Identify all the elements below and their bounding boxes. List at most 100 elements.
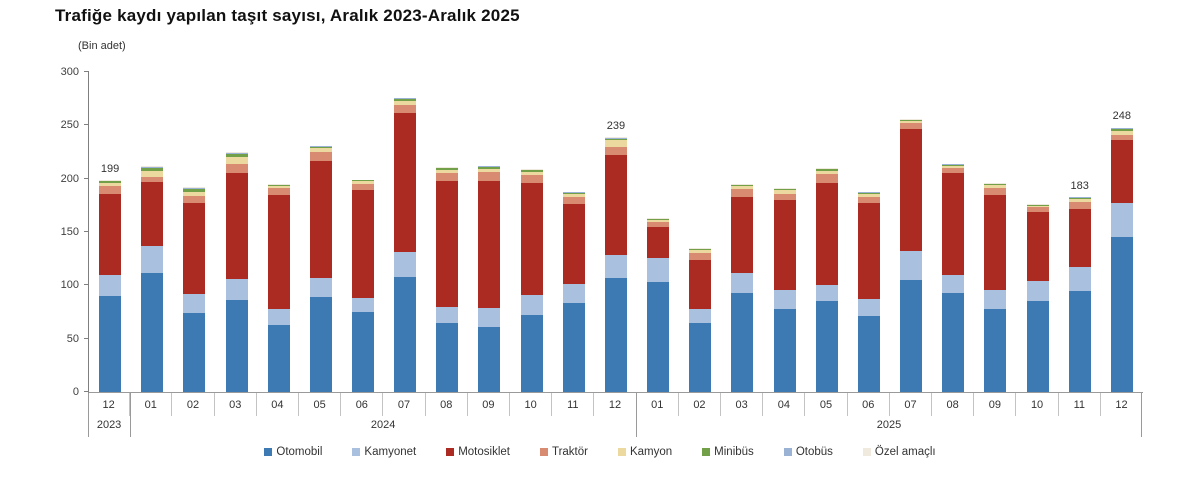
bar-segment [436, 168, 459, 171]
bar-segment [183, 191, 206, 196]
year-separator [88, 393, 89, 437]
y-tick-mark [84, 337, 89, 339]
bar-segment [562, 192, 585, 193]
bar-segment [267, 324, 290, 392]
bar-segment [942, 274, 965, 293]
bar-segment [562, 284, 585, 304]
bar-total-label: 199 [100, 162, 120, 175]
legend-item-label: Motosiklet [458, 446, 510, 458]
bar-segment [731, 189, 754, 197]
bar-segment [478, 166, 501, 170]
bar-segment [1068, 208, 1091, 268]
legend-item-kamyonet: Kamyonet [352, 446, 416, 458]
bar-segment [520, 172, 543, 176]
bar-segment [309, 160, 332, 278]
bar-segment [352, 181, 375, 185]
bar-slot [764, 72, 806, 392]
bar-segment [436, 173, 459, 181]
bar-segment [267, 194, 290, 309]
bar-segment [352, 190, 375, 299]
bar-segment [984, 183, 1007, 184]
bar-segment [562, 193, 585, 197]
x-tick-month: 05 [299, 393, 342, 416]
bar-segment [942, 164, 965, 166]
legend-swatch-icon [352, 448, 361, 456]
year-separator [130, 393, 132, 437]
bar-segment [647, 257, 670, 283]
bar-segment [436, 166, 459, 168]
y-tick-label: 50 [66, 332, 79, 345]
bar-stack-18 [857, 191, 880, 392]
bar-segment [731, 184, 754, 186]
bar-segment [267, 186, 290, 189]
legend-item-label: Kamyon [629, 446, 673, 458]
bar-segment [689, 248, 712, 250]
bar-segment [773, 188, 796, 189]
bar-segment [773, 188, 796, 190]
bar-segment [900, 120, 923, 122]
bar-segment [604, 138, 627, 141]
bar-segment [815, 168, 838, 170]
bar-segment [773, 189, 796, 191]
bar-segment [1110, 203, 1133, 238]
bar-segment [183, 203, 206, 294]
x-tick-month: 07 [383, 393, 426, 416]
bar-slot [131, 72, 173, 392]
bar-segment [1068, 198, 1091, 203]
legend-item--zel-ama-l-: Özel amaçlı [862, 446, 936, 458]
bar-slots: 199 239 183 248 [89, 72, 1143, 392]
x-tick-month: 09 [974, 393, 1017, 416]
bar-segment [1110, 128, 1133, 131]
bar-segment [984, 289, 1007, 309]
bar-segment [815, 169, 838, 172]
bar-segment [731, 196, 754, 273]
bar-segment [141, 166, 164, 169]
bar-stack-13 [647, 218, 670, 392]
bar-segment [478, 169, 501, 173]
bar-stack-20 [942, 163, 965, 392]
bar-slot [974, 72, 1016, 392]
legend-item-otomobil: Otomobil [264, 446, 322, 458]
legend-swatch-icon [783, 448, 792, 456]
bar-segment [942, 173, 965, 275]
bar-segment [562, 196, 585, 205]
y-tick-label: 250 [60, 119, 79, 132]
bar-segment [225, 173, 248, 279]
bar-segment [857, 203, 880, 300]
bar-segment [478, 326, 501, 392]
bar-total-label: 248 [1112, 110, 1132, 123]
bar-stack-4 [267, 184, 290, 392]
bar-segment [478, 172, 501, 181]
bar-segment [857, 196, 880, 204]
bar-segment [141, 165, 164, 167]
bar-segment [942, 163, 965, 165]
bar-segment [562, 192, 585, 194]
bar-segment [225, 300, 248, 392]
bar-segment [436, 170, 459, 174]
legend-item-label: Traktör [551, 446, 588, 458]
bar-stack-7 [394, 97, 417, 392]
bar-stack-19 [900, 118, 923, 392]
bar-stack-24 [1110, 127, 1133, 392]
bar-segment [984, 188, 1007, 195]
bar-slot [806, 72, 848, 392]
bar-segment [857, 192, 880, 194]
bar-segment [225, 153, 248, 155]
plot-area: 0 50 100 150 200 250 300 199 239 183 248 [61, 66, 1143, 398]
bar-segment [689, 248, 712, 249]
bar-segment [183, 187, 206, 189]
legend-item-motosiklet: Motosiklet [446, 446, 510, 458]
bar-segment [562, 303, 585, 392]
bar-segment [1026, 207, 1049, 212]
bar-segment [815, 301, 838, 392]
bar-segment [604, 277, 627, 392]
bar-segment [520, 182, 543, 295]
x-tick-month: 04 [763, 393, 806, 416]
x-tick-month: 11 [1059, 393, 1101, 416]
bar-segment [857, 299, 880, 317]
bar-segment [1068, 197, 1091, 198]
bar-segment [731, 186, 754, 190]
bar-segment [1026, 211, 1049, 282]
bar-slot [679, 72, 721, 392]
bar-segment [1110, 237, 1133, 392]
